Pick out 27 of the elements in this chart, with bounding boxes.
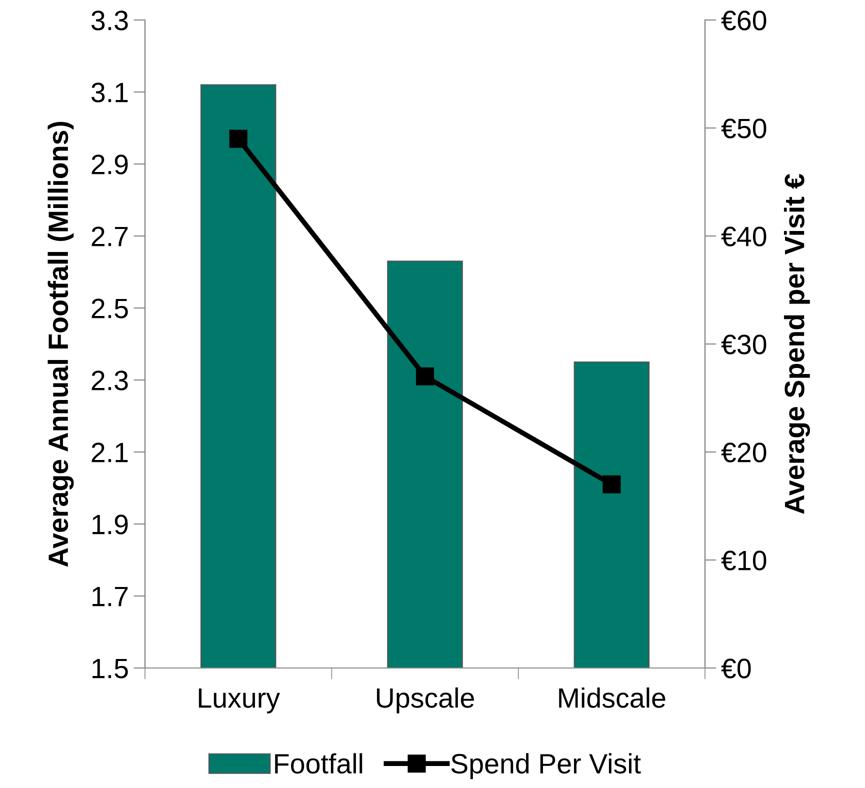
y2-tick-label: €60 (721, 10, 766, 30)
legend-label: Footfall (275, 753, 362, 774)
y-tick-label: 2.1 (92, 442, 128, 462)
y-tick-label: 2.7 (92, 226, 128, 246)
y2-tick-label: €20 (721, 442, 766, 462)
y-tick-label: 1.5 (92, 658, 128, 678)
y-tick-label: 1.7 (92, 586, 128, 606)
y-tick-label: 2.3 (92, 370, 128, 390)
y-tick-label: 2.5 (92, 298, 128, 318)
y-tick-label: 1.9 (92, 514, 128, 534)
x-tick-label: Luxury (198, 688, 280, 714)
y2-tick-label: €30 (721, 334, 766, 354)
point (229, 130, 248, 148)
point (602, 475, 621, 494)
y-tick-label: 3.1 (91, 82, 128, 102)
x-tick-label: Midscale (559, 687, 666, 708)
y2-tick-label: €0 (721, 658, 751, 678)
y2-tick-label: €40 (721, 226, 766, 246)
x-tick-label: Upscale (376, 687, 474, 714)
legend-label: Spend Per Visit (451, 753, 641, 780)
y2-axis-title: Average Spend per Visit € (784, 174, 810, 514)
y-axis-title: Average Annual Footfall (Millions) (48, 122, 74, 567)
y2-tick-label: €50 (721, 118, 766, 138)
y-tick-label: 2.9 (92, 154, 128, 174)
y-tick-label: 3.3 (91, 10, 128, 30)
y2-tick-label: €10 (721, 550, 766, 570)
point (416, 367, 434, 386)
